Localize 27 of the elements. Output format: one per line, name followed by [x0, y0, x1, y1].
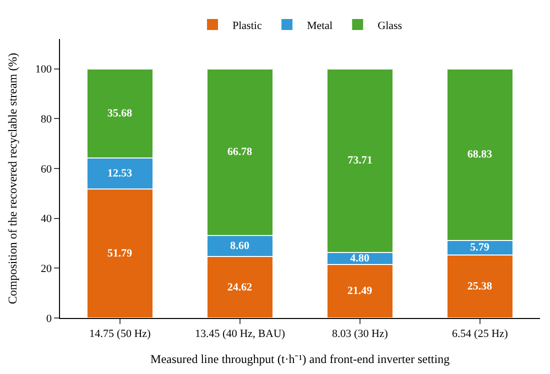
legend-label: Metal: [306, 20, 333, 32]
y-axis-title: Composition of the recovered recyclable stream (%): [6, 52, 20, 304]
legend-label: Plastic: [232, 20, 262, 32]
y-tick-label: 80: [40, 114, 52, 126]
data-label: 24.62: [227, 281, 253, 294]
data-label: 66.78: [227, 146, 253, 158]
x-axis-title: Measured line throughput (t·h⁻¹) and front-end inverter setting: [150, 352, 450, 366]
x-tick-label: 8.03 (30 Hz): [332, 328, 388, 340]
x-tick-label: 13.45 (40 Hz, BAU): [194, 328, 286, 340]
data-label: 4.80: [350, 252, 370, 264]
x-tick-label: 14.75 (50 Hz): [89, 328, 152, 340]
data-label: 5.79: [470, 242, 490, 254]
data-label: 51.79: [107, 247, 133, 260]
legend-label: Glass: [378, 20, 402, 32]
x-tick-label: 6.54 (25 Hz): [452, 328, 508, 340]
data-label: 73.71: [348, 154, 372, 167]
data-label: 35.68: [107, 107, 133, 120]
y-tick-label: 0: [46, 312, 52, 325]
data-label: 12.53: [107, 167, 133, 180]
data-label: 21.49: [347, 285, 373, 298]
y-tick-label: 100: [35, 64, 52, 76]
data-label: 8.60: [230, 240, 250, 252]
y-tick-label: 40: [40, 213, 52, 226]
y-tick-label: 60: [40, 163, 52, 176]
data-label: 68.83: [467, 148, 493, 161]
data-label: 25.38: [467, 280, 493, 292]
y-tick-label: 20: [40, 263, 52, 276]
